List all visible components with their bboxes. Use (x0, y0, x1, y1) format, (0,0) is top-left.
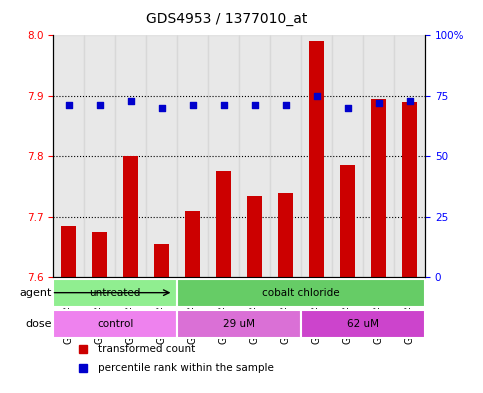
Bar (402, 102, 417, 277)
Point (406, 97, 413, 104)
Text: untreated: untreated (89, 288, 141, 298)
Bar (177, 35, 208, 277)
Text: dose: dose (25, 319, 52, 329)
Point (189, 102, 197, 108)
Point (375, 100, 383, 106)
Bar (371, 99, 386, 277)
Bar (185, 211, 200, 277)
Bar (239, 35, 270, 277)
Bar (340, 165, 355, 277)
Bar (92, 232, 107, 277)
Bar (394, 35, 425, 277)
Point (127, 97, 134, 104)
FancyBboxPatch shape (53, 279, 177, 307)
Text: GDS4953 / 1377010_at: GDS4953 / 1377010_at (146, 12, 308, 26)
Point (158, 105, 166, 111)
Point (313, 93, 320, 99)
Text: transformed count: transformed count (98, 344, 195, 354)
Bar (123, 156, 138, 277)
Text: cobalt chloride: cobalt chloride (262, 288, 340, 298)
Point (282, 102, 289, 108)
Bar (247, 196, 262, 277)
Text: control: control (97, 319, 133, 329)
Point (344, 105, 352, 111)
Bar (115, 35, 146, 277)
FancyBboxPatch shape (301, 310, 425, 338)
Text: agent: agent (19, 288, 52, 298)
Bar (301, 35, 332, 277)
Text: 62 uM: 62 uM (347, 319, 379, 329)
Bar (278, 193, 293, 277)
Bar (84, 35, 115, 277)
Point (96, 102, 103, 108)
Bar (61, 226, 76, 277)
FancyBboxPatch shape (177, 310, 301, 338)
Bar (363, 35, 394, 277)
Point (65, 102, 72, 108)
Text: percentile rank within the sample: percentile rank within the sample (98, 363, 274, 373)
Bar (309, 41, 324, 277)
Bar (208, 35, 239, 277)
FancyBboxPatch shape (53, 310, 177, 338)
Bar (216, 171, 231, 277)
Point (251, 102, 258, 108)
Bar (154, 244, 170, 277)
FancyBboxPatch shape (177, 279, 425, 307)
Bar (146, 35, 177, 277)
Bar (332, 35, 363, 277)
Bar (53, 35, 84, 277)
Bar (270, 35, 301, 277)
Point (220, 102, 227, 108)
Text: 29 uM: 29 uM (223, 319, 255, 329)
